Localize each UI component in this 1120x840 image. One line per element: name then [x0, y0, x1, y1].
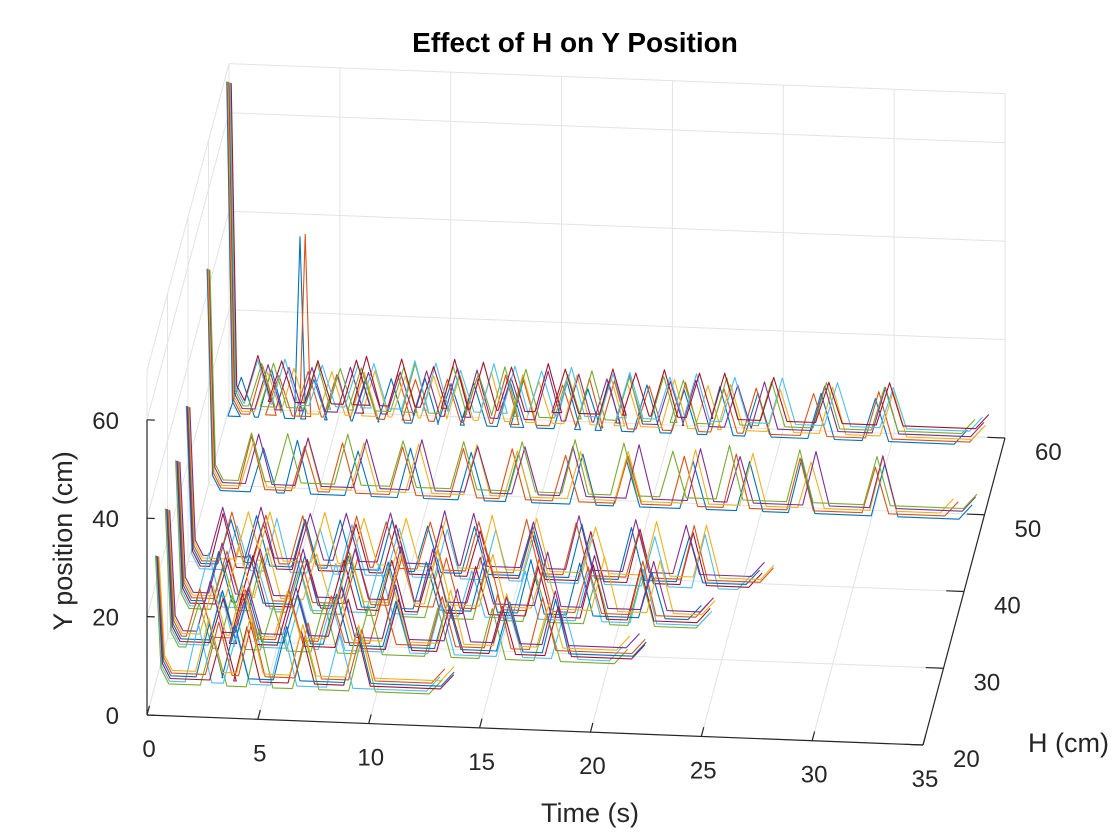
y-tick-label: 40 — [994, 593, 1021, 620]
x-tick — [257, 709, 261, 720]
trace-H50-2 — [207, 268, 959, 517]
y-tick — [966, 513, 985, 516]
x-tick — [922, 735, 927, 746]
z-tick-label: 40 — [92, 506, 119, 533]
y-tick-label: 60 — [1035, 439, 1062, 466]
y-axis-label: H (cm) — [1028, 728, 1109, 758]
y-tick-label: 50 — [1015, 516, 1042, 543]
z-axis-label: Y position (cm) — [48, 451, 78, 631]
back-wall-gridline-z — [228, 112, 1006, 144]
trace-H30-2 — [165, 508, 624, 662]
floor-gridline-h — [167, 637, 944, 669]
x-axis-line — [146, 714, 924, 746]
trace-H25-2 — [155, 555, 441, 692]
trace-H60-5 — [229, 82, 976, 435]
trace-H40-2 — [186, 406, 763, 588]
trace-H30-1 — [164, 508, 629, 665]
trace-H25-4 — [157, 556, 455, 687]
side-wall-gridline-z — [146, 112, 230, 420]
x-tick-label: 35 — [912, 766, 939, 793]
z-tick-label: 20 — [92, 605, 119, 632]
trace-H40-6 — [189, 407, 765, 578]
x-tick — [478, 718, 483, 729]
x-tick-label: 30 — [801, 762, 828, 789]
back-wall-gridline-z — [228, 210, 1006, 242]
y-tick — [925, 666, 944, 669]
x-tick-label: 20 — [579, 753, 606, 780]
trace-H30-4 — [166, 509, 647, 657]
trace-H30-6 — [168, 509, 631, 651]
x-tick-label: 25 — [690, 757, 717, 784]
y-tick — [946, 590, 965, 593]
y-tick — [987, 436, 1006, 439]
trace-H50-1 — [206, 268, 973, 520]
trace-H25-5 — [157, 556, 446, 684]
trace-H50-4 — [208, 269, 977, 512]
trace-H40-4 — [187, 406, 774, 583]
x-tick — [700, 727, 705, 737]
x-tick-label: 10 — [357, 745, 384, 772]
z-tick-label: 60 — [92, 408, 119, 435]
y-tick — [905, 743, 924, 746]
trace-H25-6 — [158, 556, 455, 682]
x-tick-label: 0 — [142, 736, 155, 763]
x-tick-label: 15 — [468, 749, 495, 776]
trace-H35-6 — [178, 461, 716, 616]
back-wall-gridline-z — [228, 309, 1006, 341]
back-wall-gridline-z — [228, 63, 1006, 95]
side-wall-gridline-z — [146, 211, 230, 519]
y-tick-label: 20 — [953, 746, 980, 773]
axis-layer — [146, 419, 1006, 746]
x-axis-label: Time (s) — [541, 798, 639, 828]
trace-H25-3 — [156, 555, 455, 690]
trace-H60-4 — [228, 82, 985, 438]
chart-title: Effect of H on Y Position — [412, 27, 738, 58]
trace-H60-7 — [230, 83, 990, 430]
side-wall-gridline-z — [146, 63, 230, 371]
x-tick — [146, 705, 151, 716]
x-tick — [589, 722, 594, 733]
trace-H40-1 — [185, 405, 752, 591]
data-layer — [154, 81, 990, 695]
z-tick-label: 0 — [106, 703, 119, 730]
x-tick — [368, 714, 372, 724]
x-tick-label: 5 — [253, 740, 266, 767]
trace-H50-5 — [209, 269, 978, 510]
tick-label-layer: 0 5 10 15 20 25 30 35 20 30 40 50 60 0 20 40 60 — [92, 408, 1061, 793]
trace-H60-2 — [227, 81, 984, 443]
trace-H60-6 — [229, 82, 984, 432]
x-tick — [811, 731, 816, 741]
y-tick-label: 30 — [974, 669, 1001, 696]
